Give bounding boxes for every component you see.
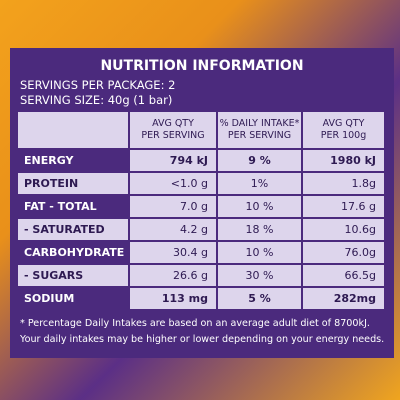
nutrient-name: ENERGY xyxy=(18,150,128,171)
column-header-line: AVG QTY xyxy=(322,118,365,129)
column-header-line: % DAILY INTAKE* xyxy=(219,118,300,129)
nutrient-name: - SATURATED xyxy=(18,219,128,240)
nutrient-value: 5 % xyxy=(218,288,301,309)
nutrient-value: 30.4 g xyxy=(130,242,216,263)
nutrient-value: 10 % xyxy=(218,242,301,263)
column-header-line: AVG QTY xyxy=(152,118,194,129)
column-header-line: PER SERVING xyxy=(227,130,292,141)
nutrient-value: 10.6g xyxy=(303,219,384,240)
nutrition-panel: NUTRITION INFORMATION SERVINGS PER PACKA… xyxy=(10,48,394,358)
nutrient-value: 30 % xyxy=(218,265,301,286)
nutrient-value: 76.0g xyxy=(303,242,384,263)
serving-size: SERVING SIZE: 40g (1 bar) xyxy=(20,93,173,107)
nutrient-value: 1% xyxy=(218,173,301,194)
nutrient-value: 1980 kJ xyxy=(303,150,384,171)
header-blank xyxy=(18,112,128,148)
column-header: AVG QTY PER SERVING xyxy=(130,112,216,148)
nutrient-value: 4.2 g xyxy=(130,219,216,240)
nutrient-value: 1.8g xyxy=(303,173,384,194)
nutrient-value: 10 % xyxy=(218,196,301,217)
nutrient-value: 9 % xyxy=(218,150,301,171)
nutrient-name: PROTEIN xyxy=(18,173,128,194)
footnote-line: * Percentage Daily Intakes are based on … xyxy=(20,318,370,329)
servings-per-package: SERVINGS PER PACKAGE: 2 xyxy=(20,78,176,92)
nutrient-value: 18 % xyxy=(218,219,301,240)
nutrient-name: CARBOHYDRATE xyxy=(18,242,128,263)
nutrient-name: - SUGARS xyxy=(18,265,128,286)
nutrient-name: SODIUM xyxy=(18,288,128,309)
nutrient-value: 66.5g xyxy=(303,265,384,286)
nutrient-value: <1.0 g xyxy=(130,173,216,194)
nutrient-value: 794 kJ xyxy=(130,150,216,171)
column-header: AVG QTY PER 100g xyxy=(303,112,384,148)
panel-title: NUTRITION INFORMATION xyxy=(100,58,304,74)
nutrient-name: FAT - TOTAL xyxy=(18,196,128,217)
nutrient-value: 17.6 g xyxy=(303,196,384,217)
footnote-line: Your daily intakes may be higher or lowe… xyxy=(20,334,385,345)
nutrient-value: 282mg xyxy=(303,288,384,309)
column-header: % DAILY INTAKE* PER SERVING xyxy=(218,112,301,148)
nutrient-value: 113 mg xyxy=(130,288,216,309)
nutrient-value: 26.6 g xyxy=(130,265,216,286)
nutrient-value: 7.0 g xyxy=(130,196,216,217)
column-header-line: PER SERVING xyxy=(141,130,205,141)
column-header-line: PER 100g xyxy=(320,130,367,141)
